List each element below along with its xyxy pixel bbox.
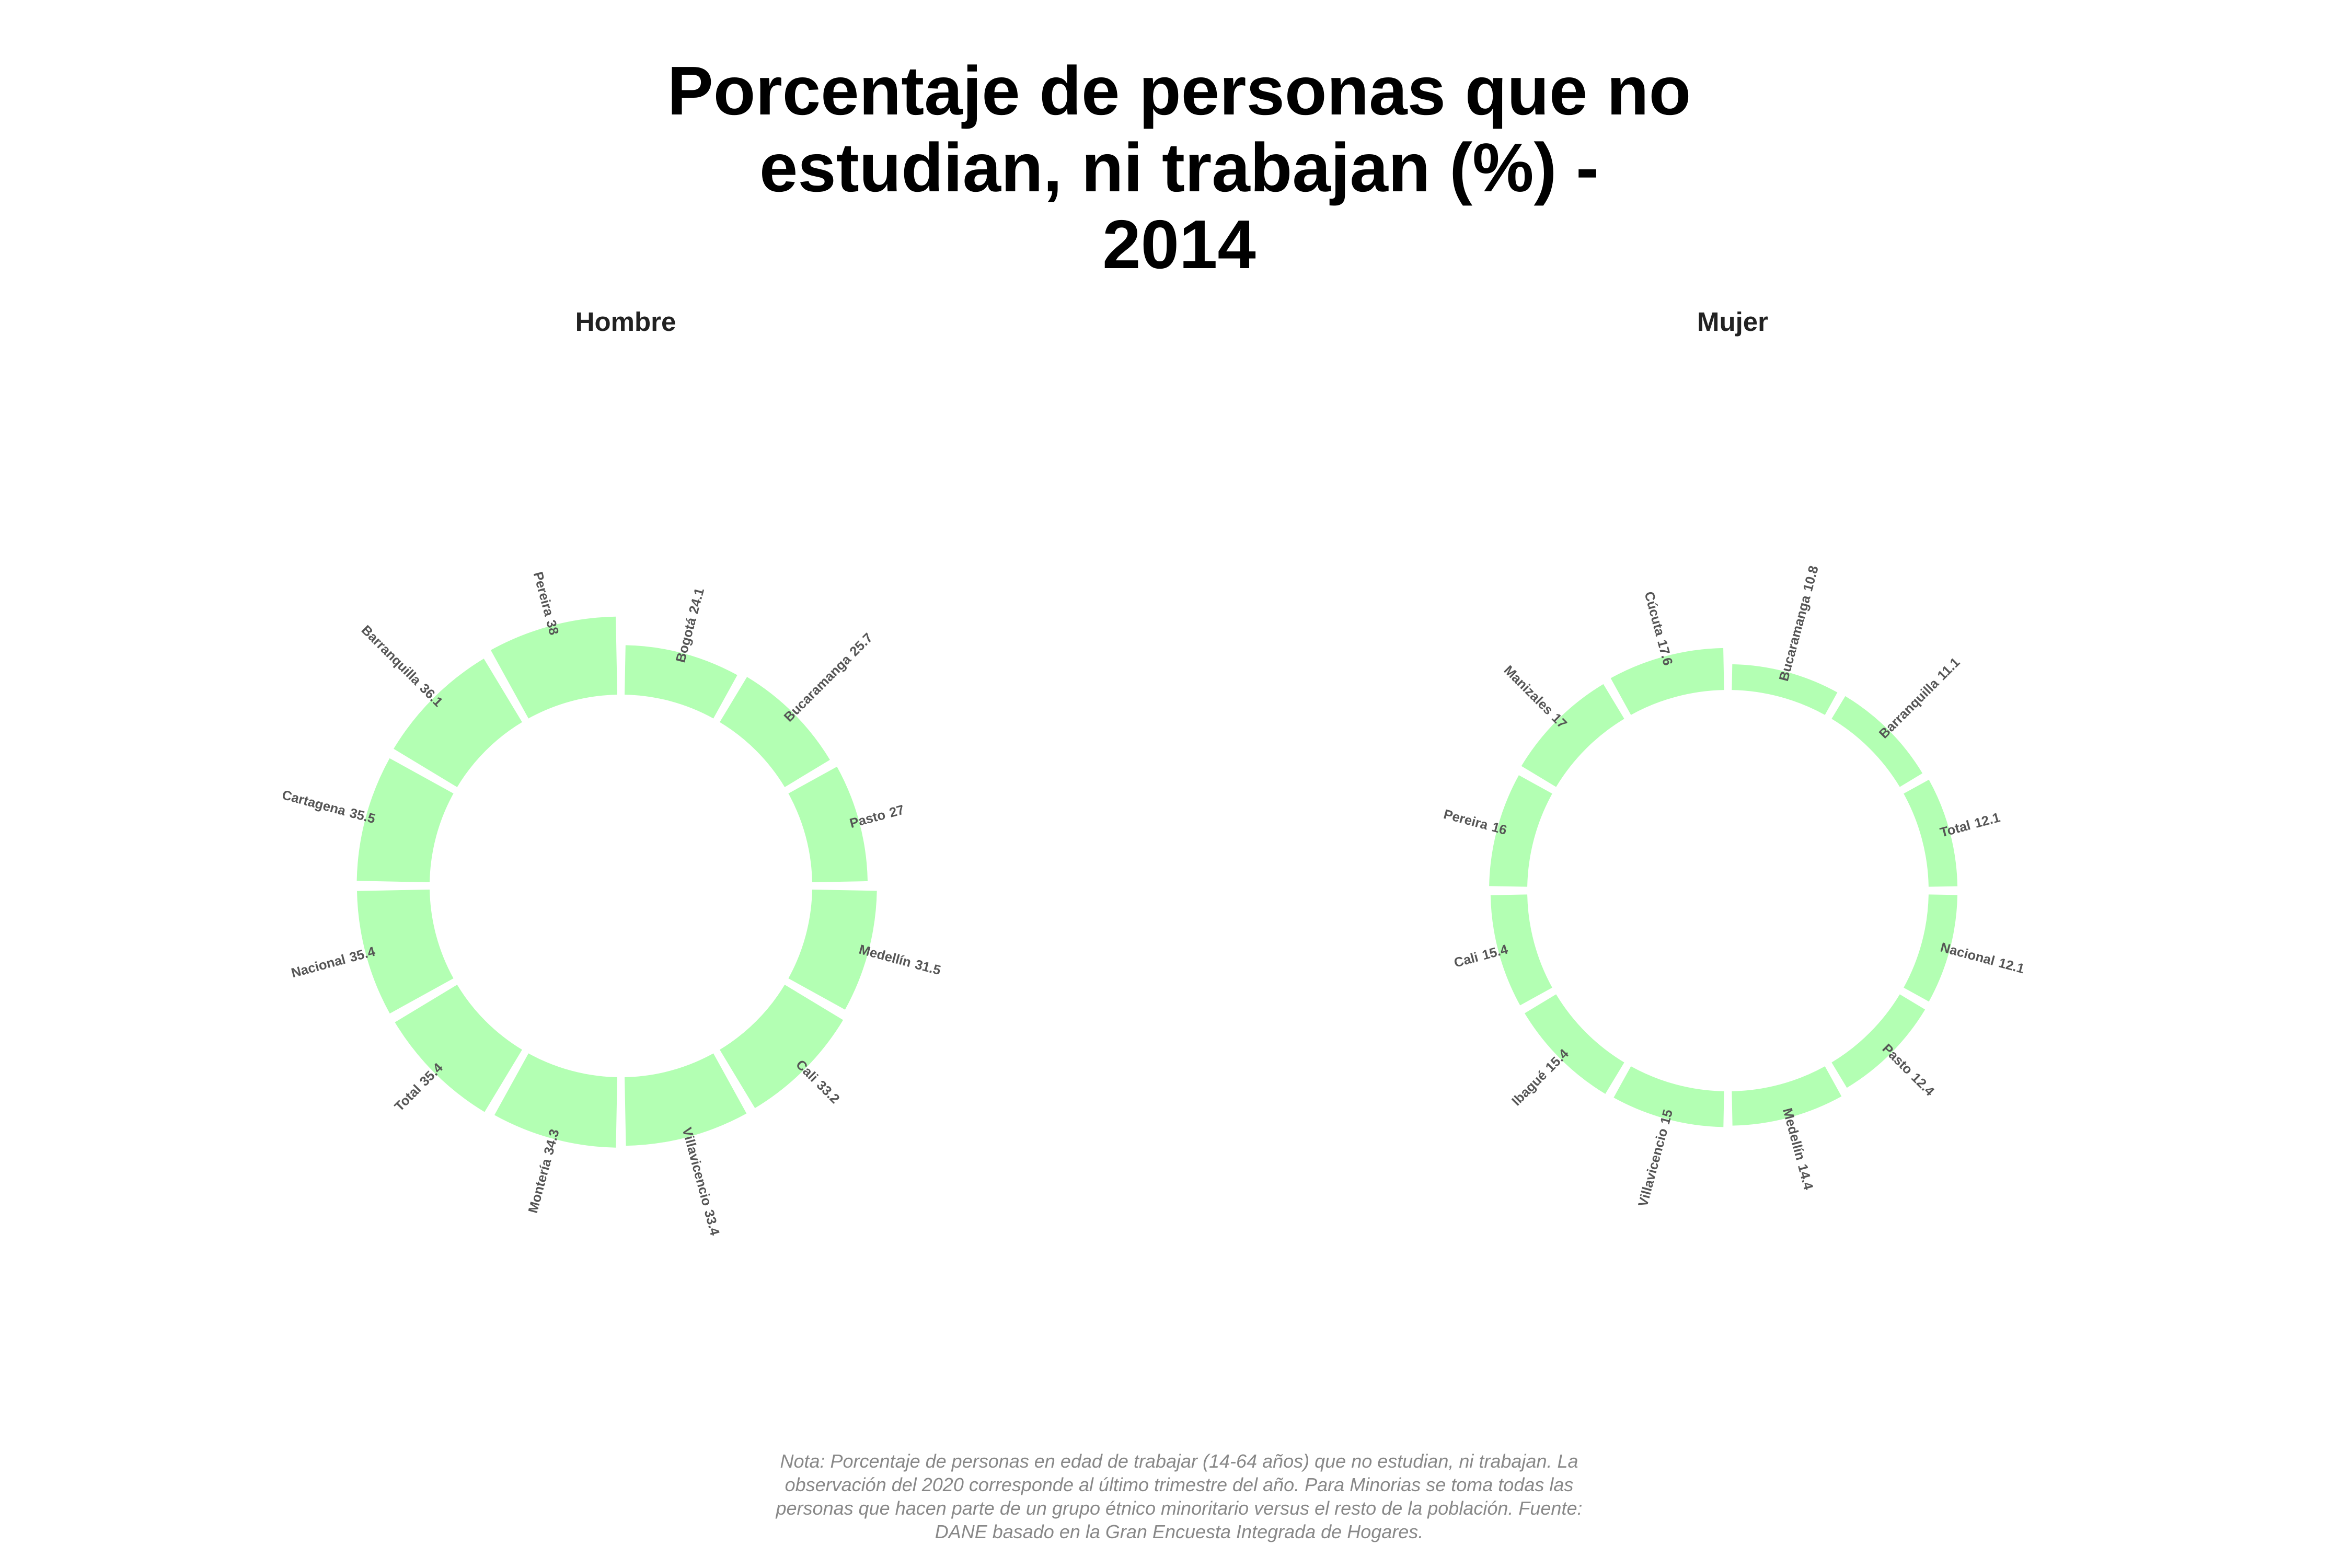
chart-title: Porcentaje de personas que no [667, 52, 1691, 129]
data-label: Cartagena35.5 [281, 788, 377, 827]
bar [788, 766, 868, 882]
value-label: 15 [1657, 1108, 1675, 1126]
bar [1490, 894, 1552, 1006]
category-label: Barranquilla [1876, 676, 1942, 742]
data-label: Cali33.2 [793, 1057, 842, 1106]
bar [720, 985, 844, 1109]
category-label: Bucaramanga [1777, 593, 1814, 683]
data-label: Bucaramanga25.7 [781, 630, 876, 725]
data-label: Nacional12.1 [1939, 940, 2026, 976]
panel-title: Hombre [575, 307, 676, 337]
value-label: 25.7 [847, 630, 875, 659]
bar [1732, 664, 1838, 715]
bar [625, 1053, 747, 1146]
value-label: 14.4 [1795, 1162, 1816, 1192]
bar [1525, 994, 1624, 1094]
value-label: 16 [1490, 820, 1508, 837]
data-label: Cúcuta17.6 [1642, 590, 1676, 667]
note: DANE basado en la Gran Encuesta Integrad… [935, 1521, 1424, 1542]
category-label: Total [392, 1082, 424, 1114]
category-label: Manizales [1501, 663, 1556, 718]
value-label: 33.2 [814, 1078, 843, 1106]
data-label: Pasto12.4 [1880, 1041, 1938, 1099]
data-label: Barranquilla36.1 [359, 622, 445, 709]
data-label: Bogotá24.1 [673, 586, 707, 664]
category-label: Medellín [1780, 1106, 1807, 1162]
category-label: Cartagena [281, 788, 348, 819]
value-label: 10.8 [1801, 564, 1821, 593]
category-label: Barranquilla [359, 622, 424, 688]
bar [356, 758, 454, 882]
note: personas que hacen parte de un grupo étn… [776, 1497, 1583, 1519]
category-label: Cúcuta [1642, 590, 1668, 638]
data-label: Total12.1 [1939, 810, 2002, 840]
bar [494, 1053, 617, 1148]
bar [1521, 684, 1624, 787]
category-label: Montería [526, 1157, 555, 1215]
category-label: Villavicencio [1635, 1127, 1670, 1208]
category-label: Pereira [1442, 807, 1490, 833]
note: Nota: Porcentaje de personas en edad de … [780, 1450, 1578, 1472]
data-label: Villavicencio15 [1635, 1108, 1676, 1208]
bar [394, 659, 522, 787]
bar [1831, 696, 1923, 787]
bar [720, 677, 830, 787]
data-label: Ibagué15.4 [1509, 1046, 1572, 1109]
bar [1904, 894, 1958, 1002]
data-label: Medellín31.5 [857, 942, 942, 978]
value-label: 24.1 [686, 586, 707, 615]
data-label: Montería34.3 [526, 1127, 562, 1215]
data-label: Bucaramanga10.8 [1777, 564, 1821, 683]
bar [1613, 1066, 1724, 1127]
data-label: Total35.4 [392, 1060, 446, 1114]
category-label: Cali [1452, 950, 1480, 970]
value-label: 12.1 [1973, 810, 2002, 831]
bar [625, 645, 737, 719]
bar [1831, 994, 1926, 1088]
value-label: 11.1 [1934, 655, 1963, 683]
value-label: 12.1 [1997, 955, 2026, 976]
data-label: Barranquilla11.1 [1876, 655, 1963, 741]
bar [1904, 779, 1958, 887]
data-label: Pereira38 [531, 570, 561, 637]
category-label: Nacional [290, 952, 347, 981]
bar [1732, 1066, 1842, 1126]
category-label: Medellín [857, 942, 913, 970]
chart-title: estudian, ni trabajan (%) - [759, 129, 1599, 206]
data-label: Manizales17 [1501, 663, 1570, 731]
data-label: Nacional35.4 [290, 944, 377, 981]
bar [1610, 648, 1724, 715]
note: observación del 2020 corresponde al últi… [785, 1474, 1574, 1495]
panel-title: Mujer [1697, 307, 1768, 337]
chart-title: 2014 [1102, 206, 1256, 283]
data-label: Medellín14.4 [1780, 1106, 1816, 1192]
bar [1489, 775, 1552, 887]
category-label: Villavicencio [679, 1126, 714, 1207]
bar [395, 985, 522, 1112]
category-label: Ibagué [1509, 1068, 1550, 1109]
data-label: Pasto27 [848, 802, 906, 831]
category-label: Bucaramanga [781, 652, 855, 725]
category-label: Nacional [1939, 940, 1997, 969]
category-label: Pereira [531, 570, 557, 618]
value-label: 38 [544, 618, 561, 637]
data-label: Cali15.4 [1452, 942, 1510, 971]
value-label: 27 [887, 802, 906, 820]
data-label: Villavicencio33.4 [679, 1126, 722, 1237]
value-label: 31.5 [914, 957, 942, 978]
bar [356, 890, 454, 1014]
value-label: 33.4 [701, 1208, 722, 1237]
value-label: 12.4 [1908, 1070, 1937, 1099]
data-label: Pereira16 [1442, 807, 1508, 838]
category-label: Bogotá [673, 616, 699, 664]
bar [788, 890, 877, 1010]
bar [490, 616, 617, 719]
